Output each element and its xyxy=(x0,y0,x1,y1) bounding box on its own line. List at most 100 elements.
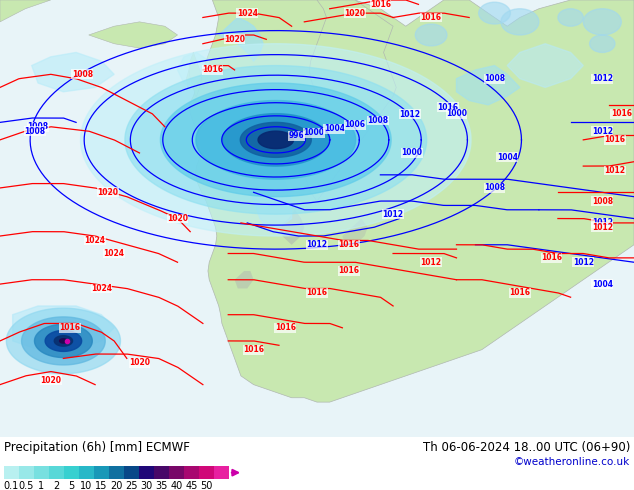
Text: 1004: 1004 xyxy=(496,153,518,162)
Text: 1016: 1016 xyxy=(370,0,391,9)
Text: 1020: 1020 xyxy=(97,188,119,197)
Polygon shape xyxy=(13,306,114,350)
Polygon shape xyxy=(258,131,294,148)
Text: 1006: 1006 xyxy=(344,120,365,129)
Text: 1012: 1012 xyxy=(399,110,420,119)
Text: 1008: 1008 xyxy=(72,70,93,79)
Text: 1008: 1008 xyxy=(27,122,49,131)
Text: 1016: 1016 xyxy=(243,345,264,354)
Bar xyxy=(109,466,124,479)
Polygon shape xyxy=(342,219,368,245)
Text: 1008: 1008 xyxy=(367,116,388,125)
Circle shape xyxy=(415,24,447,46)
Text: 1024: 1024 xyxy=(91,284,112,293)
Polygon shape xyxy=(456,66,520,105)
Text: 1016: 1016 xyxy=(437,102,458,112)
Text: 1016: 1016 xyxy=(338,267,359,275)
Text: 1024: 1024 xyxy=(103,249,125,258)
Polygon shape xyxy=(178,52,209,87)
Bar xyxy=(184,466,199,479)
Polygon shape xyxy=(160,83,391,196)
Polygon shape xyxy=(240,122,311,157)
Bar xyxy=(94,466,109,479)
Text: 10: 10 xyxy=(81,481,93,490)
Bar xyxy=(79,466,94,479)
Text: 45: 45 xyxy=(185,481,198,490)
Bar xyxy=(34,466,49,479)
Text: Th 06-06-2024 18..00 UTC (06+90): Th 06-06-2024 18..00 UTC (06+90) xyxy=(423,441,630,454)
Text: 1016: 1016 xyxy=(275,323,296,332)
Text: 1020: 1020 xyxy=(224,35,245,44)
Polygon shape xyxy=(279,210,304,245)
Polygon shape xyxy=(303,0,396,201)
Text: 1012: 1012 xyxy=(306,240,328,249)
Text: 5: 5 xyxy=(68,481,75,490)
Circle shape xyxy=(590,35,615,52)
Text: 30: 30 xyxy=(140,481,153,490)
Circle shape xyxy=(479,2,510,24)
Polygon shape xyxy=(6,308,120,374)
Text: 1008: 1008 xyxy=(24,126,46,136)
Bar xyxy=(139,466,154,479)
Text: 1020: 1020 xyxy=(129,358,150,368)
Text: ©weatheronline.co.uk: ©weatheronline.co.uk xyxy=(514,457,630,467)
Text: 2: 2 xyxy=(53,481,60,490)
Polygon shape xyxy=(81,44,471,236)
Text: 1012: 1012 xyxy=(382,210,404,219)
Text: 1020: 1020 xyxy=(167,214,188,223)
Polygon shape xyxy=(189,52,202,96)
Text: 1016: 1016 xyxy=(306,288,328,297)
Text: 1020: 1020 xyxy=(40,376,61,385)
Text: 40: 40 xyxy=(171,481,183,490)
Polygon shape xyxy=(0,0,51,22)
Polygon shape xyxy=(223,114,329,166)
Circle shape xyxy=(583,9,621,35)
Text: 1016: 1016 xyxy=(509,288,531,297)
Polygon shape xyxy=(186,70,190,87)
Polygon shape xyxy=(89,22,178,48)
Polygon shape xyxy=(22,317,105,365)
Text: 1016: 1016 xyxy=(604,135,626,145)
Text: 1012: 1012 xyxy=(420,258,442,267)
Text: 1012: 1012 xyxy=(592,74,613,83)
Polygon shape xyxy=(189,0,634,402)
Text: 1012: 1012 xyxy=(592,223,613,232)
Bar xyxy=(124,466,139,479)
Bar xyxy=(4,466,19,479)
Text: 1004: 1004 xyxy=(324,124,345,133)
Text: 1: 1 xyxy=(39,481,44,490)
Text: 1008: 1008 xyxy=(592,196,613,206)
Text: 1000: 1000 xyxy=(446,109,467,118)
Bar xyxy=(199,466,214,479)
Bar xyxy=(49,466,64,479)
Text: 0.5: 0.5 xyxy=(19,481,34,490)
Text: 996: 996 xyxy=(288,131,304,141)
Text: 1016: 1016 xyxy=(202,66,223,74)
Text: 20: 20 xyxy=(110,481,123,490)
Text: 1024: 1024 xyxy=(84,236,106,245)
Text: Precipitation (6h) [mm] ECMWF: Precipitation (6h) [mm] ECMWF xyxy=(4,441,190,454)
Text: 50: 50 xyxy=(200,481,212,490)
Text: 1008: 1008 xyxy=(484,183,505,193)
Text: 1020: 1020 xyxy=(344,9,366,18)
Text: 1016: 1016 xyxy=(541,253,562,262)
Polygon shape xyxy=(196,100,356,179)
Polygon shape xyxy=(241,157,292,227)
Circle shape xyxy=(501,9,539,35)
Bar xyxy=(214,466,229,479)
Bar xyxy=(169,466,184,479)
Text: 1024: 1024 xyxy=(236,9,258,18)
Text: 1016: 1016 xyxy=(611,109,632,118)
Text: 1000: 1000 xyxy=(303,128,324,137)
Text: 1004: 1004 xyxy=(592,280,613,289)
Polygon shape xyxy=(219,18,263,61)
Text: 35: 35 xyxy=(155,481,167,490)
Text: 1016: 1016 xyxy=(59,323,81,332)
Text: 25: 25 xyxy=(126,481,138,490)
Text: 1012: 1012 xyxy=(573,258,594,267)
Polygon shape xyxy=(125,66,427,214)
Text: 1012: 1012 xyxy=(592,126,613,136)
Polygon shape xyxy=(235,271,254,289)
Bar xyxy=(154,466,169,479)
Text: 15: 15 xyxy=(95,481,108,490)
